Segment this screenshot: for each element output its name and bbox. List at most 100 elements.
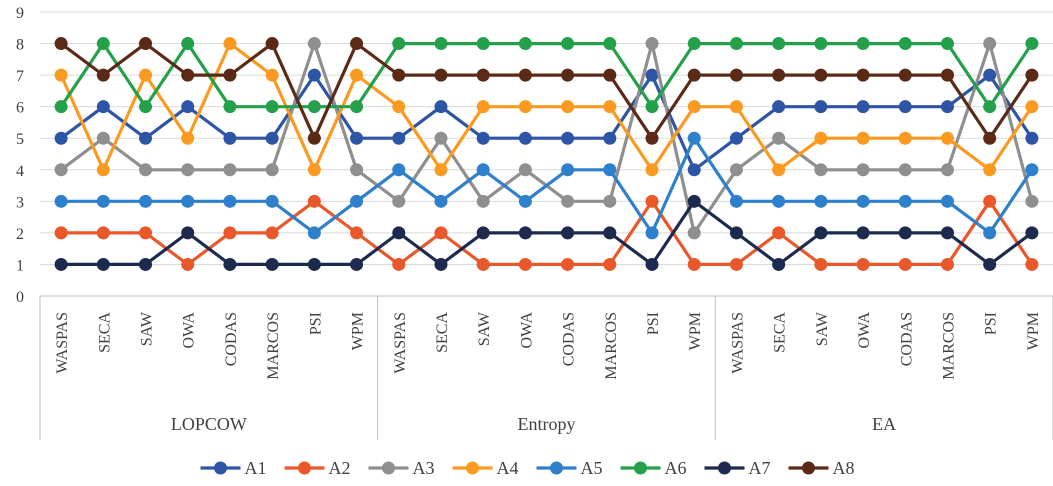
data-point: [307, 131, 321, 145]
data-point: [1025, 100, 1039, 114]
x-tick-label: OWA: [518, 312, 535, 349]
data-point: [307, 37, 321, 51]
y-tick-label: 4: [16, 163, 24, 180]
data-point: [139, 226, 153, 240]
legend-item: A3: [368, 458, 435, 478]
legend-swatch-marker: [718, 461, 731, 475]
data-point: [96, 163, 110, 177]
series-line: [61, 199, 1034, 266]
legend-item: A2: [284, 458, 351, 478]
x-tick-label: SAW: [476, 311, 493, 346]
data-point: [181, 100, 195, 114]
data-point: [603, 257, 617, 271]
data-point: [898, 257, 912, 271]
data-point: [350, 194, 364, 208]
data-point: [434, 163, 448, 177]
data-point: [983, 257, 997, 271]
legend-label: A6: [665, 458, 687, 478]
data-point: [518, 68, 532, 82]
data-point: [265, 100, 279, 114]
x-tick-label: CODAS: [223, 312, 240, 366]
data-point: [54, 68, 68, 82]
x-tick-label: OWA: [856, 312, 873, 349]
data-point: [1025, 257, 1039, 271]
x-tick-label: WPM: [1025, 312, 1042, 350]
data-point: [223, 194, 237, 208]
series-a2: [54, 194, 1039, 271]
data-point: [350, 163, 364, 177]
y-tick-label: 0: [16, 289, 24, 306]
data-point: [1025, 194, 1039, 208]
x-tick-label: CODAS: [561, 312, 578, 366]
legend-item: A6: [620, 458, 687, 478]
data-point: [645, 257, 659, 271]
data-point: [856, 37, 870, 51]
x-tick-label: WASPAS: [392, 312, 409, 374]
data-point: [223, 131, 237, 145]
legend-label: A8: [833, 458, 855, 478]
data-point: [940, 163, 954, 177]
data-point: [983, 226, 997, 240]
y-tick-label: 2: [16, 226, 24, 243]
legend-label: A2: [329, 458, 351, 478]
data-point: [856, 194, 870, 208]
data-point: [307, 194, 321, 208]
data-point: [898, 194, 912, 208]
data-point: [350, 100, 364, 114]
legend-swatch-marker: [298, 461, 311, 475]
data-point: [1025, 37, 1039, 51]
data-point: [687, 226, 701, 240]
data-point: [476, 163, 490, 177]
data-point: [940, 257, 954, 271]
x-tick-label: SECA: [96, 312, 113, 353]
y-tick-label: 5: [16, 131, 24, 148]
legend-swatch-marker: [466, 461, 479, 475]
x-tick-label: CODAS: [898, 312, 915, 366]
data-point: [940, 131, 954, 145]
data-point: [983, 163, 997, 177]
data-point: [307, 68, 321, 82]
data-point: [223, 257, 237, 271]
data-point: [687, 68, 701, 82]
x-tick-label: WASPAS: [729, 312, 746, 374]
legend-swatch-marker: [550, 461, 563, 475]
data-point: [518, 37, 532, 51]
data-point: [940, 68, 954, 82]
data-point: [687, 100, 701, 114]
data-point: [223, 100, 237, 114]
x-tick-label: SECA: [772, 312, 789, 353]
data-point: [687, 163, 701, 177]
group-label: EA: [872, 414, 896, 434]
data-point: [561, 257, 575, 271]
data-point: [265, 194, 279, 208]
data-point: [139, 100, 153, 114]
data-point: [434, 68, 448, 82]
data-point: [898, 37, 912, 51]
x-tick-label: MARCOS: [265, 312, 282, 380]
legend-label: A1: [245, 458, 267, 478]
data-point: [139, 163, 153, 177]
y-tick-label: 8: [16, 37, 24, 54]
data-point: [687, 194, 701, 208]
data-point: [392, 100, 406, 114]
group-label: Entropy: [518, 414, 576, 434]
data-point: [898, 226, 912, 240]
data-point: [772, 194, 786, 208]
data-point: [139, 131, 153, 145]
data-point: [983, 194, 997, 208]
data-point: [350, 226, 364, 240]
data-point: [561, 100, 575, 114]
data-point: [814, 257, 828, 271]
data-point: [96, 194, 110, 208]
data-point: [561, 37, 575, 51]
data-point: [603, 100, 617, 114]
data-point: [983, 100, 997, 114]
data-point: [350, 68, 364, 82]
data-point: [772, 226, 786, 240]
data-point: [814, 37, 828, 51]
legend-item: A8: [788, 458, 855, 478]
data-point: [603, 37, 617, 51]
data-point: [392, 257, 406, 271]
data-point: [772, 131, 786, 145]
